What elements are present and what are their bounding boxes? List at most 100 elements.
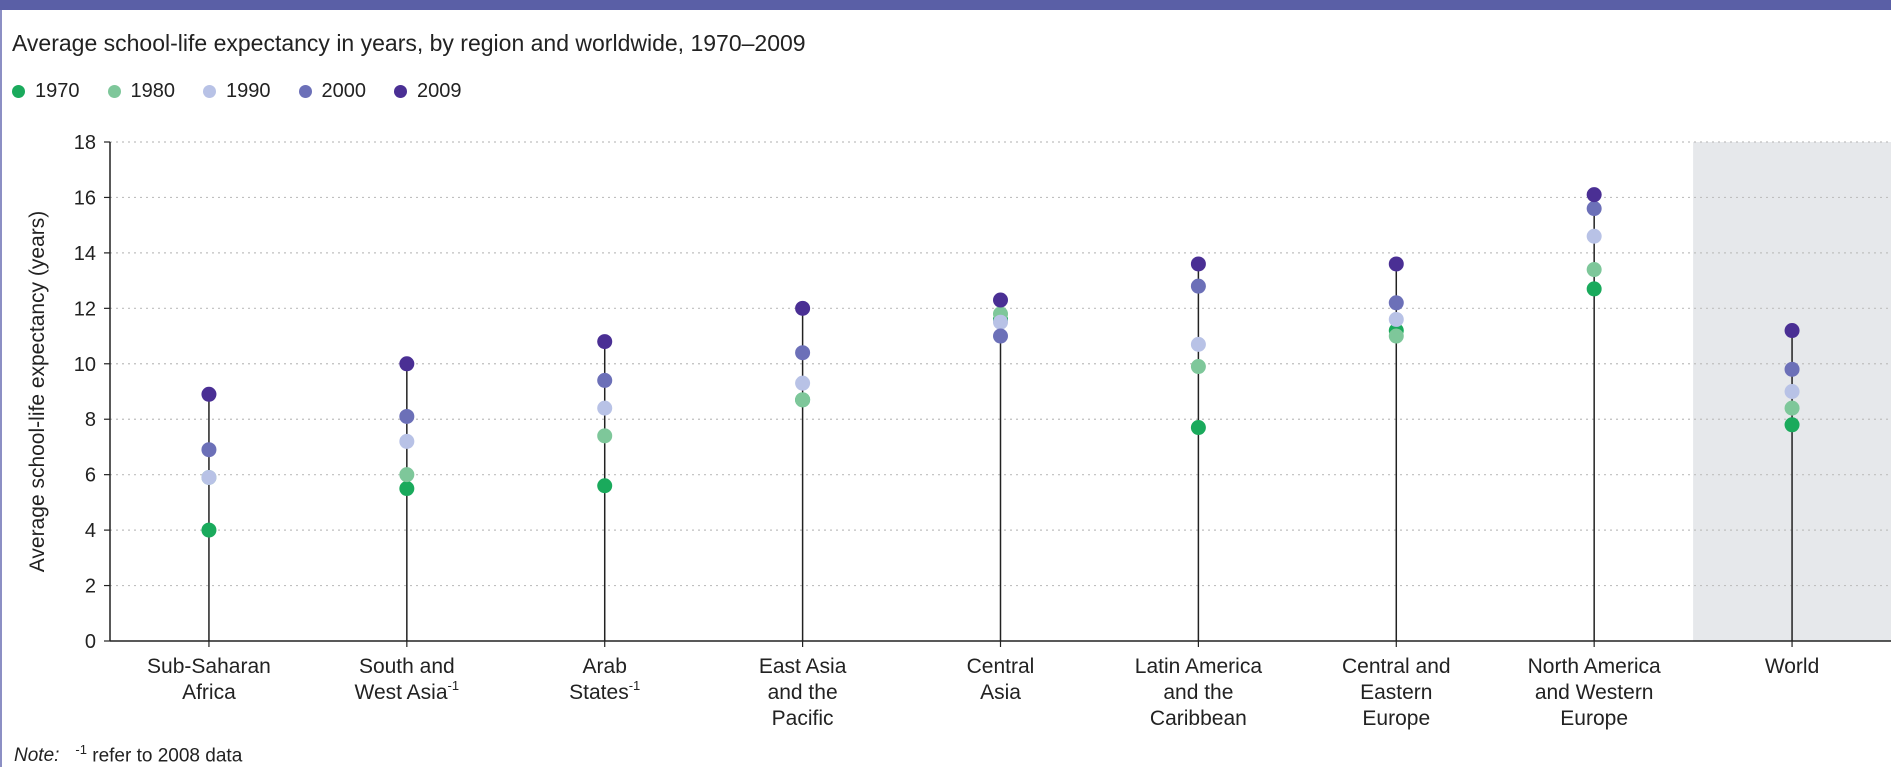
x-tick-label-3: East Asia and the Pacific bbox=[759, 655, 847, 730]
legend-label: 1980 bbox=[130, 80, 176, 102]
point-1970-1 bbox=[399, 481, 415, 497]
point-2000-2 bbox=[597, 372, 613, 388]
legend-item-4: 2009 bbox=[394, 80, 462, 103]
point-2009-6 bbox=[1388, 256, 1404, 272]
x-tick-label-line: Caribbean bbox=[1150, 707, 1247, 730]
point-2009-7 bbox=[1586, 187, 1602, 203]
point-2009-8 bbox=[1784, 323, 1800, 339]
legend-item-2: 1990 bbox=[203, 80, 271, 103]
x-tick-label-line: Africa bbox=[182, 681, 236, 704]
point-1990-8 bbox=[1784, 384, 1800, 399]
x-tick-label-1: South and West Asia-1 bbox=[355, 655, 460, 704]
point-2009-5 bbox=[1190, 256, 1206, 272]
x-tick-label-line: North America bbox=[1528, 655, 1661, 678]
legend: 1970 1980 1990 2000 2009 bbox=[12, 80, 490, 103]
x-tick-label-line: Arab bbox=[583, 655, 627, 678]
point-2009-0 bbox=[201, 386, 217, 402]
point-1990-3 bbox=[795, 375, 811, 391]
point-2000-6 bbox=[1388, 295, 1404, 311]
y-tick-label: 18 bbox=[74, 132, 96, 154]
y-tick-label: 4 bbox=[85, 520, 96, 542]
x-tick-label-6: Central and Eastern Europe bbox=[1342, 655, 1451, 730]
point-1970-5 bbox=[1190, 420, 1206, 436]
point-2000-8 bbox=[1784, 361, 1800, 377]
x-tick-label-line: and the bbox=[1163, 681, 1233, 704]
x-tick-label-line: Europe bbox=[1560, 707, 1628, 730]
x-tick-label-line: Central bbox=[967, 655, 1035, 678]
legend-label: 1970 bbox=[35, 80, 80, 102]
point-1990-4 bbox=[993, 314, 1008, 330]
legend-label: 2000 bbox=[321, 80, 367, 102]
x-tick-label-sup: -1 bbox=[629, 678, 641, 693]
y-tick-label: 12 bbox=[74, 298, 96, 320]
footnote-sup: -1 bbox=[75, 742, 87, 757]
legend-marker bbox=[394, 85, 407, 98]
x-tick-label-4: Central Asia bbox=[967, 655, 1035, 704]
y-tick-label: 16 bbox=[74, 187, 96, 209]
point-1970-2 bbox=[597, 478, 613, 494]
y-axis-label: Average school-life expectancy (years) bbox=[26, 211, 49, 572]
point-1980-1 bbox=[399, 467, 415, 483]
legend-item-1: 1980 bbox=[107, 80, 176, 103]
point-1980-3 bbox=[795, 392, 811, 408]
footnote: Note: -1 refer to 2008 data bbox=[14, 742, 242, 767]
y-tick-label: 14 bbox=[74, 243, 96, 265]
x-tick-label-line: Europe bbox=[1362, 707, 1430, 730]
point-1990-0 bbox=[201, 469, 217, 485]
x-tick-label-0: Sub-Saharan Africa bbox=[147, 655, 271, 704]
x-tick-label-line: States bbox=[569, 681, 629, 704]
x-tick-label-line: East Asia bbox=[759, 655, 847, 678]
legend-item-0: 1970 bbox=[12, 80, 80, 103]
point-1970-0 bbox=[201, 522, 217, 538]
point-1980-5 bbox=[1190, 359, 1206, 375]
top-rule bbox=[0, 0, 1891, 10]
x-tick-label-line: Sub-Saharan bbox=[147, 655, 271, 678]
point-1970-8 bbox=[1784, 417, 1800, 433]
x-tick-label-line: Eastern bbox=[1360, 681, 1432, 704]
x-tick-label-5: Latin America and the Caribbean bbox=[1135, 655, 1263, 730]
x-tick-label-line: World bbox=[1765, 655, 1819, 678]
legend-marker bbox=[107, 85, 121, 98]
x-tick-label-8: World bbox=[1765, 655, 1819, 678]
point-2000-1 bbox=[399, 408, 415, 424]
point-1990-7 bbox=[1586, 228, 1602, 244]
y-tick-label: 8 bbox=[85, 409, 96, 431]
point-1980-6 bbox=[1388, 328, 1404, 344]
x-tick-label-line: West Asia bbox=[355, 681, 448, 704]
point-1990-6 bbox=[1388, 311, 1404, 327]
x-tick-label-line: Central and bbox=[1342, 655, 1451, 678]
x-tick-label-line: and Western bbox=[1535, 681, 1654, 704]
point-2009-4 bbox=[993, 292, 1008, 308]
point-1970-7 bbox=[1586, 281, 1602, 297]
point-2000-0 bbox=[201, 442, 217, 458]
x-tick-label-7: North America and Western Europe bbox=[1528, 655, 1661, 730]
legend-label: 1990 bbox=[226, 80, 271, 102]
point-2009-3 bbox=[795, 300, 811, 316]
y-tick-label: 6 bbox=[85, 465, 96, 487]
y-tick-label: 0 bbox=[85, 631, 96, 653]
footnote-label: Note: bbox=[14, 745, 60, 767]
footnote-text: refer to 2008 data bbox=[86, 745, 243, 767]
legend-marker bbox=[298, 85, 312, 98]
legend-item-3: 2000 bbox=[298, 80, 367, 103]
point-1990-5 bbox=[1190, 336, 1206, 352]
point-2000-4 bbox=[993, 328, 1008, 344]
y-tick-label: 2 bbox=[85, 576, 96, 598]
point-2000-7 bbox=[1586, 201, 1602, 217]
point-1980-2 bbox=[597, 428, 613, 444]
figure-frame bbox=[0, 10, 1889, 767]
x-tick-label-sup: -1 bbox=[448, 678, 460, 693]
point-1980-8 bbox=[1784, 400, 1800, 416]
point-2000-3 bbox=[795, 345, 811, 361]
y-tick-label: 10 bbox=[74, 354, 96, 376]
point-2009-1 bbox=[399, 356, 415, 372]
legend-marker bbox=[203, 85, 216, 98]
legend-label: 2009 bbox=[417, 80, 462, 102]
chart-subtitle: Average school-life expectancy in years,… bbox=[12, 30, 806, 56]
x-tick-label-line: Latin America bbox=[1135, 655, 1263, 678]
point-2009-2 bbox=[597, 334, 613, 350]
x-tick-label-line: Pacific bbox=[772, 707, 834, 730]
x-tick-label-line: Asia bbox=[980, 681, 1021, 704]
legend-marker bbox=[12, 85, 25, 98]
